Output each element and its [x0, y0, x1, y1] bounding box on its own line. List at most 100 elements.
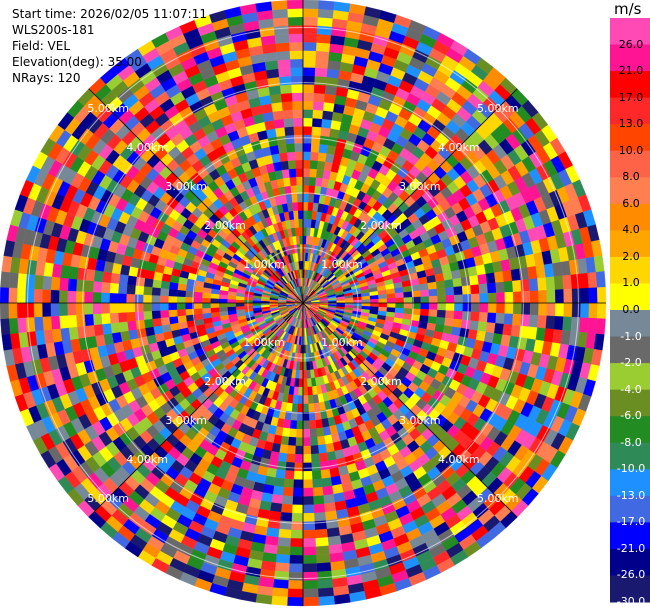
velocity-gate: [278, 67, 292, 78]
velocity-gate: [324, 510, 338, 521]
velocity-gate: [277, 452, 288, 463]
velocity-gate: [302, 597, 320, 607]
velocity-gate: [273, 477, 285, 488]
velocity-gate: [272, 587, 289, 598]
velocity-gate: [294, 218, 300, 228]
range-ring-label: 2.00km: [204, 375, 246, 388]
velocity-gate: [361, 299, 371, 304]
velocity-gate: [593, 333, 605, 351]
velocity-gate: [545, 315, 556, 330]
velocity-gate: [291, 504, 304, 514]
velocity-gate: [92, 302, 102, 315]
velocity-gate: [271, 0, 288, 11]
velocity-gate: [318, 143, 329, 154]
velocity-gate: [193, 302, 203, 309]
velocity-gate: [109, 282, 120, 294]
colorbar-tick-label: 1.0: [622, 276, 640, 290]
velocity-gate: [143, 318, 154, 329]
velocity-gate: [479, 293, 489, 304]
velocity-gate: [142, 294, 152, 304]
field-label: Field: VEL: [12, 39, 71, 53]
velocity-gate: [462, 302, 472, 312]
velocity-gate: [487, 292, 497, 304]
velocity-gate: [302, 512, 315, 522]
velocity-gate: [294, 454, 304, 464]
velocity-gate: [479, 302, 489, 313]
velocity-gate: [1, 255, 13, 273]
velocity-gate: [317, 152, 327, 162]
velocity-gate: [297, 210, 304, 220]
velocity-gate: [316, 427, 325, 438]
velocity-gate: [302, 41, 317, 51]
velocity-gate: [287, 8, 304, 18]
velocity-gate: [395, 297, 405, 304]
velocity-gate: [33, 302, 43, 318]
velocity-gate: [296, 420, 304, 430]
velocity-gate: [135, 276, 146, 287]
velocity-gate: [298, 227, 304, 236]
velocity-gate: [553, 316, 564, 331]
velocity-gate: [296, 176, 304, 186]
velocity-gate: [144, 326, 155, 337]
velocity-gate: [276, 50, 291, 61]
velocity-gate: [161, 323, 172, 333]
velocity-gate: [502, 269, 513, 283]
velocity-gate: [595, 318, 606, 335]
velocity-gate: [420, 296, 430, 304]
velocity-gate: [193, 291, 203, 298]
velocity-gate: [563, 288, 573, 304]
velocity-gate: [227, 302, 236, 308]
velocity-gate: [143, 286, 153, 296]
velocity-gate: [286, 0, 304, 9]
velocity-gate: [50, 276, 61, 291]
velocity-gate: [478, 283, 489, 294]
velocity-gate: [297, 201, 304, 211]
velocity-gate: [485, 272, 496, 284]
velocity-gate: [369, 294, 379, 300]
velocity-gate: [42, 316, 53, 331]
velocity-gate: [159, 309, 170, 319]
velocity-gate: [436, 309, 447, 319]
velocity-gate: [25, 316, 36, 333]
velocity-gate: [201, 307, 212, 314]
velocity-gate: [453, 310, 463, 320]
colorbar-tick-label: 4.0: [622, 223, 640, 237]
velocity-gate: [302, 546, 317, 556]
velocity-gate: [313, 512, 327, 522]
velocity-gate: [268, 510, 282, 521]
velocity-gate: [597, 302, 607, 320]
velocity-gate: [313, 503, 326, 514]
velocity-gate: [562, 316, 573, 332]
velocity-gate: [302, 437, 311, 447]
velocity-gate: [299, 235, 304, 245]
velocity-gate: [292, 100, 304, 110]
range-ring-label: 3.00km: [165, 414, 207, 427]
velocity-gate: [321, 118, 333, 129]
velocity-gate: [285, 134, 295, 145]
velocity-gate: [546, 302, 556, 317]
velocity-gate: [302, 378, 308, 388]
velocity-gate: [326, 451, 337, 462]
velocity-gate: [529, 302, 539, 316]
velocity-gate: [291, 403, 298, 413]
velocity-gate: [555, 302, 565, 317]
velocity-gate: [276, 135, 287, 146]
velocity-gate: [275, 42, 290, 53]
velocity-gate: [41, 302, 51, 317]
velocity-gate: [302, 8, 319, 18]
velocity-gate: [291, 193, 298, 203]
velocity-gate: [309, 436, 319, 447]
velocity-gate: [294, 462, 304, 472]
velocity-gate: [302, 176, 310, 186]
velocity-gate: [323, 502, 337, 513]
velocity-gate: [317, 8, 334, 19]
velocity-gate: [210, 307, 220, 313]
velocity-gate: [512, 291, 522, 304]
velocity-gate: [168, 309, 178, 318]
velocity-gate: [294, 134, 304, 144]
velocity-gate: [287, 588, 304, 598]
velocity-gate: [84, 279, 94, 293]
velocity-gate: [370, 298, 379, 304]
velocity-gate: [307, 394, 314, 405]
velocity-gate: [580, 302, 590, 319]
